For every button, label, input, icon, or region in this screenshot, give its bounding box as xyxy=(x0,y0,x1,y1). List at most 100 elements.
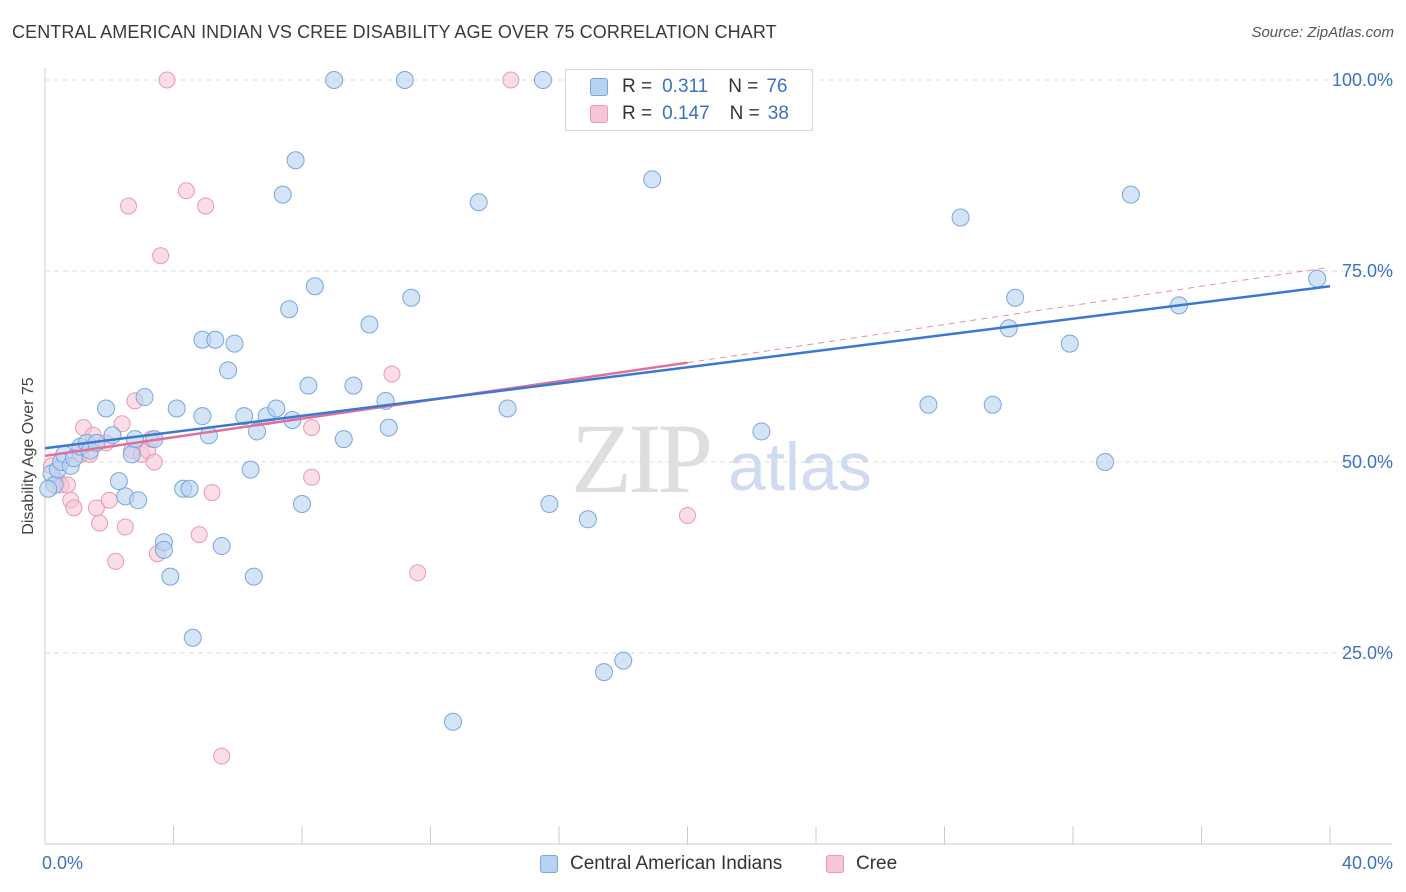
cree-point xyxy=(203,484,221,502)
central-american-indians-point xyxy=(614,651,633,670)
central-american-indians-point xyxy=(752,422,771,441)
cree-point xyxy=(213,747,231,765)
central-american-indians-point xyxy=(334,430,353,449)
bottom-legend-label: Central American Indians xyxy=(570,853,783,874)
grid-layer xyxy=(45,79,1392,654)
central-american-indians-point xyxy=(286,151,305,170)
central-american-indians-point xyxy=(183,628,202,647)
cree-point xyxy=(65,499,83,517)
central-american-indians-point xyxy=(305,277,324,296)
central-american-indians-point xyxy=(225,334,244,353)
legend-n-value: 38 xyxy=(767,103,789,124)
central-american-indians-point xyxy=(643,170,662,189)
central-american-indians-point xyxy=(1121,185,1140,204)
cree-trend-extension xyxy=(687,266,1331,364)
legend-r-value: 0.311 xyxy=(662,76,709,97)
central-american-indians-point xyxy=(235,407,254,426)
cree-point xyxy=(100,491,118,509)
central-american-indians-point xyxy=(469,193,488,212)
cree-point xyxy=(679,506,696,524)
central-american-indians-point xyxy=(244,567,263,586)
central-american-indians-point xyxy=(97,399,116,418)
central-american-indians-point xyxy=(540,495,559,514)
cree-point xyxy=(502,71,520,89)
axes-layer xyxy=(44,68,1392,845)
cree-point xyxy=(303,419,321,437)
central-american-indians-point xyxy=(983,395,1002,414)
cree-point xyxy=(116,518,134,536)
cree-point xyxy=(152,247,170,265)
legend-swatch-blue xyxy=(590,78,608,96)
central-american-indians-point xyxy=(212,537,231,556)
central-american-indians-point xyxy=(344,376,363,395)
bottom-legend-cree: Cree xyxy=(826,852,897,876)
central-american-indians-point xyxy=(1006,288,1025,307)
cree-point xyxy=(383,365,401,383)
bottom-legend-label: Cree xyxy=(856,853,898,874)
legend-swatch-pink xyxy=(590,105,608,123)
legend-r-value: 0.147 xyxy=(662,103,710,124)
central-american-indians-point xyxy=(125,430,144,449)
bottom-legend-central-american-indians: Central American Indians xyxy=(540,852,782,876)
central-american-indians-point xyxy=(919,395,938,414)
source-label: Source: ZipAtlas.com xyxy=(1251,24,1394,41)
cree-point xyxy=(303,468,321,486)
legend-r-label: R = xyxy=(622,76,653,97)
watermark: ZIP atlas xyxy=(571,403,872,514)
central-american-indians-point xyxy=(1308,269,1327,288)
central-american-indians-point xyxy=(325,71,344,89)
central-american-indians-point xyxy=(280,300,299,319)
bottom-legend-swatch-pink xyxy=(826,855,844,873)
legend-n-label: N = xyxy=(729,103,760,124)
central-american-indians-point xyxy=(578,510,597,529)
correlation-legend: R = 0.311 N = 76 R = 0.147 N = 38 xyxy=(565,69,813,131)
x-tick-label-max: 40.0% xyxy=(1342,853,1393,873)
central-american-indians-point xyxy=(1060,334,1079,353)
central-american-indians-points xyxy=(39,71,1327,731)
central-american-indians-point xyxy=(122,445,141,464)
central-american-indians-point xyxy=(293,495,311,514)
central-american-indians-point xyxy=(167,399,186,418)
cree-point xyxy=(177,182,195,200)
y-tick-label: 25.0% xyxy=(1342,643,1393,663)
central-american-indians-point xyxy=(154,540,173,559)
bottom-legend-swatch-blue xyxy=(540,855,558,873)
central-american-indians-point xyxy=(180,479,199,498)
cree-trend-line xyxy=(44,361,688,458)
central-american-indians-point xyxy=(594,663,613,682)
trend-lines xyxy=(44,266,1331,458)
central-american-indians-point xyxy=(395,71,414,89)
cree-point xyxy=(113,415,131,433)
central-american-indians-point xyxy=(533,71,552,89)
central-american-indians-point xyxy=(379,418,398,437)
cree-point xyxy=(107,552,125,570)
cree-point xyxy=(190,526,208,544)
central-american-indians-point xyxy=(109,472,128,491)
central-american-indians-point xyxy=(360,315,379,334)
legend-row-cree: R = 0.147 N = 38 xyxy=(590,102,789,126)
central-american-indians-point xyxy=(299,376,318,395)
legend-n-value: 76 xyxy=(766,76,788,97)
y-tick-label: 100.0% xyxy=(1332,70,1393,90)
legend-row-central-american-indians: R = 0.311 N = 76 xyxy=(590,75,788,99)
central-american-indians-point xyxy=(129,491,148,510)
central-american-indians-point xyxy=(135,388,154,407)
legend-n-label: N = xyxy=(728,76,759,97)
central-american-indians-point xyxy=(498,399,517,418)
x-tick-label-min: 0.0% xyxy=(42,853,83,873)
cree-point xyxy=(120,197,138,215)
central-american-indians-point xyxy=(161,567,180,586)
y-tick-label: 50.0% xyxy=(1342,452,1393,472)
central-american-indians-trend-line xyxy=(44,285,1331,450)
chart-title: CENTRAL AMERICAN INDIAN VS CREE DISABILI… xyxy=(12,22,777,42)
legend-r-label: R = xyxy=(622,103,653,124)
central-american-indians-point xyxy=(951,208,970,227)
central-american-indians-point xyxy=(402,288,421,307)
cree-point xyxy=(91,514,109,532)
watermark-zip: ZIP xyxy=(571,403,709,514)
central-american-indians-point xyxy=(248,422,267,441)
cree-point xyxy=(145,453,163,471)
tick-labels: 25.0% 50.0% 75.0% 100.0% 0.0% 40.0% xyxy=(42,70,1393,873)
